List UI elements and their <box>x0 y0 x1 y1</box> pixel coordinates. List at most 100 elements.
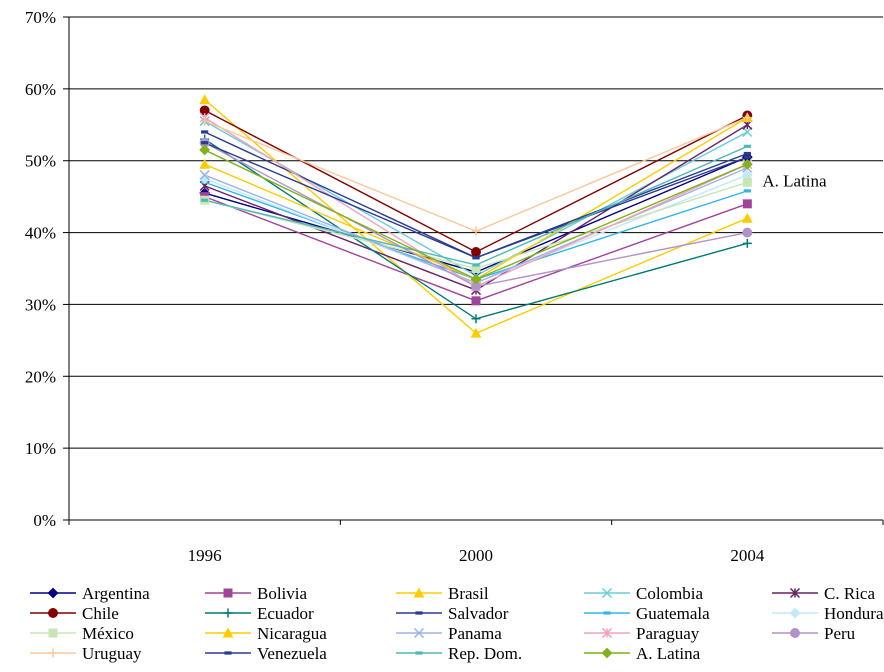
legend-marker <box>413 587 425 598</box>
legend-label: Nicaragua <box>257 624 327 643</box>
data-point <box>743 155 751 159</box>
y-tick-label: 10% <box>25 439 56 458</box>
legend-marker <box>48 628 58 638</box>
legend-label: Guatemala <box>636 604 710 623</box>
y-tick-label: 30% <box>25 295 56 314</box>
data-point <box>742 199 752 209</box>
data-point <box>199 158 211 169</box>
data-point <box>199 170 210 181</box>
data-point <box>471 296 481 306</box>
legend-label: A. Latina <box>636 644 701 663</box>
data-point <box>472 256 480 260</box>
data-point <box>471 314 481 324</box>
legend-label: Panama <box>448 624 502 643</box>
legend-label: Salvador <box>448 604 509 623</box>
legend-item: Brasil <box>396 584 489 603</box>
legend-marker <box>48 608 58 618</box>
data-point <box>471 226 481 236</box>
data-point <box>743 144 751 148</box>
data-point <box>743 151 751 156</box>
series-line-7 <box>204 131 748 259</box>
data-point <box>471 264 481 273</box>
data-point <box>471 281 481 292</box>
legend-marker <box>48 648 58 658</box>
legend-label: Uruguay <box>82 644 142 663</box>
legend-marker <box>223 608 233 618</box>
legend-label: Bolivia <box>257 584 308 603</box>
legend-marker <box>601 587 613 599</box>
data-point <box>201 141 209 145</box>
legend-marker <box>223 588 233 598</box>
data-point <box>741 158 753 170</box>
legend-item: Panama <box>396 624 502 643</box>
legend-label: C. Rica <box>824 584 875 603</box>
legend-item: Uruguay <box>30 644 142 663</box>
data-point <box>742 113 752 123</box>
y-tick-label: 50% <box>25 152 56 171</box>
data-point <box>742 126 753 138</box>
legend-item: Chile <box>30 604 119 623</box>
legend: Argentina Bolivia Brasil Colombia C. Rica Chi… <box>30 584 884 663</box>
legend-item: Nicaragua <box>205 624 327 643</box>
legend-label: Honduras <box>824 604 884 623</box>
data-point <box>201 130 209 134</box>
legend-marker <box>222 627 234 638</box>
data-point <box>199 144 211 156</box>
legend-item: Honduras <box>772 604 884 623</box>
data-point <box>742 227 753 238</box>
data-point <box>199 173 211 185</box>
data-point <box>200 116 210 126</box>
legend-label: Argentina <box>82 584 150 603</box>
legend-item: Guatemala <box>584 604 710 623</box>
legend-marker <box>603 611 611 615</box>
x-axis: 1996 2000 2004 <box>68 519 884 565</box>
legend-marker <box>415 611 423 615</box>
legend-label: Paraguay <box>636 624 700 643</box>
legend-marker <box>790 628 800 638</box>
y-tick-label: 0% <box>33 511 56 530</box>
legend-item: Salvador <box>396 604 509 623</box>
data-point <box>470 273 482 285</box>
x-tick-label: 1996 <box>188 546 222 565</box>
legend-item: Paraguay <box>584 624 700 643</box>
legend-label: Venezuela <box>257 644 327 663</box>
legend-marker <box>413 627 425 639</box>
legend-item: A. Latina <box>584 644 701 663</box>
data-point <box>742 238 752 248</box>
legend-marker <box>601 627 613 639</box>
legend-label: Brasil <box>448 584 489 603</box>
legend-item: Venezuela <box>205 644 327 663</box>
legend-item: Bolivia <box>205 584 308 603</box>
series-markers <box>199 94 753 338</box>
legend-marker <box>789 587 801 599</box>
annotation-label: A. Latina <box>762 171 827 190</box>
data-point <box>743 189 751 193</box>
y-tick-label: 20% <box>25 367 56 386</box>
legend-marker <box>47 587 59 599</box>
legend-item: México <box>30 624 134 643</box>
legend-item: Peru <box>772 624 856 643</box>
data-point <box>199 94 211 105</box>
y-tick-label: 70% <box>25 8 56 27</box>
legend-item: Argentina <box>30 584 150 603</box>
data-point <box>741 212 753 223</box>
data-point <box>472 263 480 267</box>
legend-label: Rep. Dom. <box>448 644 522 663</box>
y-tick-label: 60% <box>25 80 56 99</box>
data-point <box>742 177 752 187</box>
legend-marker <box>789 607 801 619</box>
legend-label: Colombia <box>636 584 704 603</box>
legend-label: México <box>82 624 134 643</box>
legend-marker <box>415 651 423 655</box>
legend-marker <box>601 647 613 659</box>
y-axis: 0% 10% 20% 30% 40% 50% 60% 70% <box>25 8 70 530</box>
legend-item: Ecuador <box>205 604 314 623</box>
data-point <box>199 105 210 116</box>
data-point <box>201 198 209 202</box>
y-tick-label: 40% <box>25 224 56 243</box>
legend-label: Ecuador <box>257 604 314 623</box>
legend-item: Rep. Dom. <box>396 644 522 663</box>
data-point <box>470 327 482 338</box>
legend-item: C. Rica <box>772 584 875 603</box>
